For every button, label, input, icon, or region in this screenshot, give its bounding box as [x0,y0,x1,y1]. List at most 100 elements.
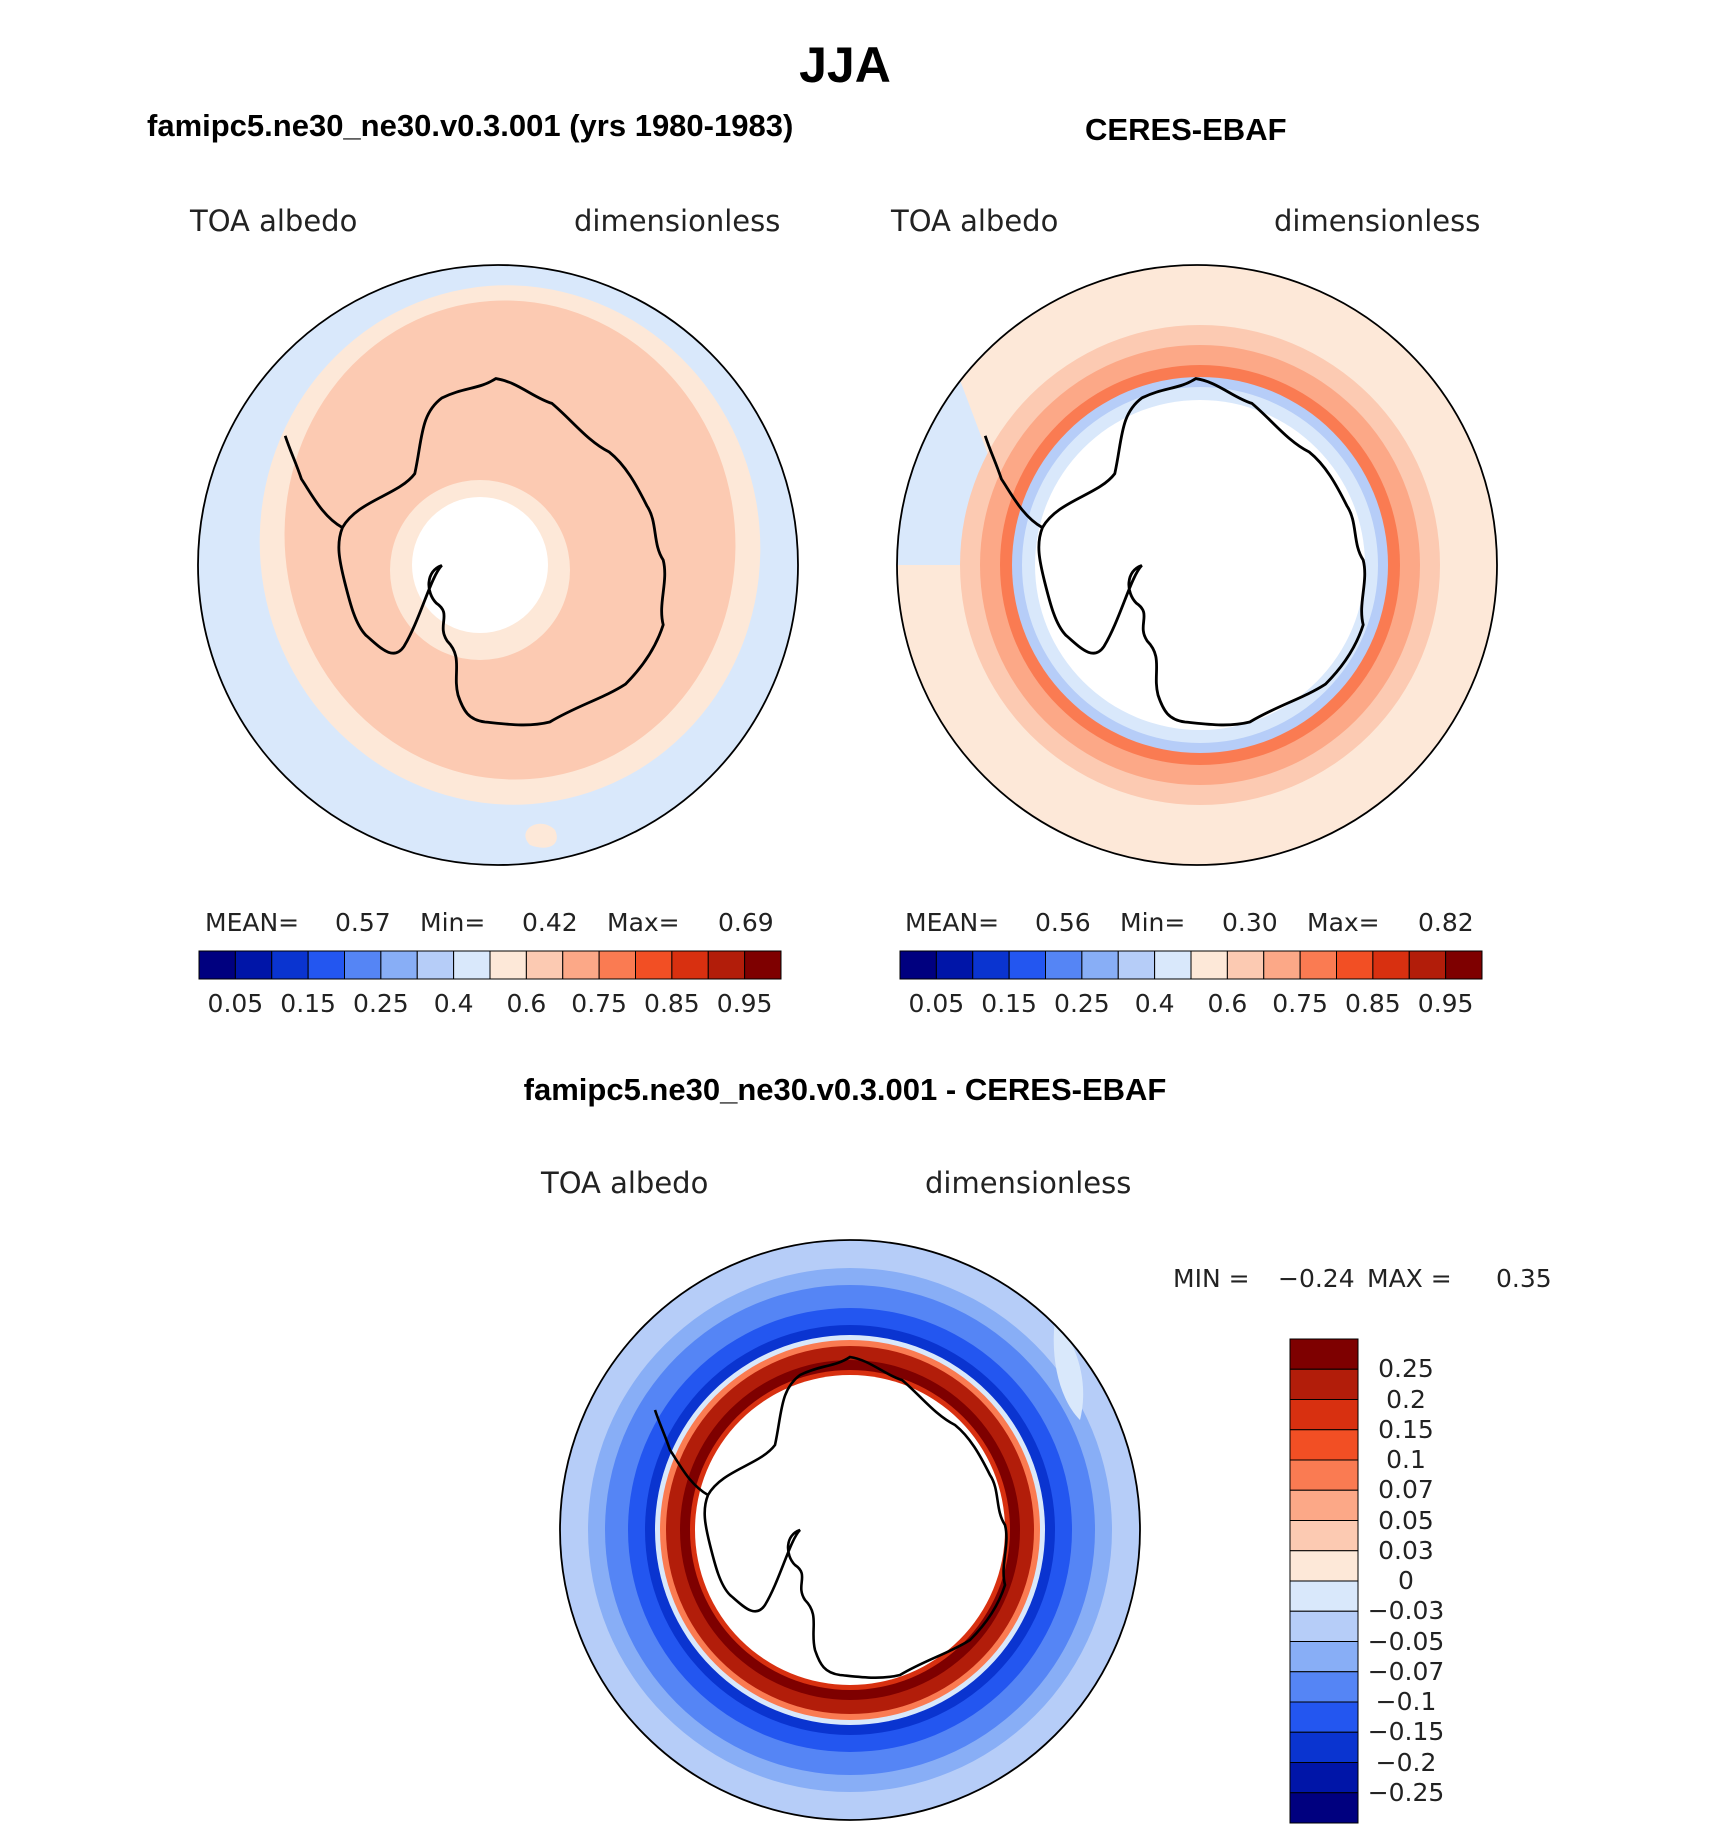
model-min-label: Min= [420,908,486,937]
diff-colorbar-tick-label: 0.1 [1386,1445,1426,1474]
model-colorbar-tick-label: 0.15 [280,989,336,1018]
model-colorbar-swatch [525,950,564,980]
obs-max-value: 0.82 [1418,908,1474,937]
model-colorbar-swatch [489,950,527,980]
diff-colorbar-tick-label: −0.2 [1375,1747,1437,1777]
diff-colorbar-tick-label: −0.25 [1367,1777,1445,1807]
obs-colorbar-swatch [899,950,937,980]
diff-colorbar-swatch [1289,1671,1359,1703]
diff-colorbar-swatch [1289,1459,1359,1491]
model-map [197,264,799,866]
diff-colorbar-swatch [1289,1580,1359,1612]
diff-colorbar-tick-label: 0.25 [1378,1354,1434,1384]
diff-colorbar-swatch [1289,1338,1359,1370]
obs-colorbar-swatch [1045,950,1083,980]
obs-colorbar-swatch [1081,950,1119,980]
obs-colorbar-swatch [935,950,974,980]
model-colorbar-swatch [671,950,709,980]
obs-min-value: 0.30 [1222,908,1278,937]
obs-colorbar-tick-label: 0.85 [1345,989,1401,1018]
obs-colorbar-tick-label: 0.05 [908,989,965,1018]
main-title: JJA [799,37,891,93]
obs-max-label: Max= [1307,908,1380,937]
model-colorbar-swatch [598,950,636,980]
diff-colorbar-tick-label: 0.2 [1386,1384,1426,1414]
diff-units-label: dimensionless [925,1166,1132,1200]
diff-colorbar-swatch [1289,1731,1359,1763]
diff-colorbar-swatch [1289,1792,1359,1824]
diff-colorbar-swatch [1289,1399,1359,1431]
model-colorbar-swatch [234,950,273,980]
model-mean-label: MEAN= [205,908,300,937]
obs-colorbar-swatch [972,950,1010,980]
obs-colorbar-swatch [1154,950,1192,980]
diff-colorbar-swatch [1289,1701,1359,1733]
obs-colorbar [899,950,1483,980]
diff-map [559,1239,1141,1821]
diff-colorbar-tick-label: 0.07 [1378,1475,1434,1505]
diff-colorbar-tick-label: −0.05 [1367,1626,1445,1656]
model-colorbar-tick-label: 0.95 [716,989,773,1018]
diff-colorbar-swatch [1289,1641,1359,1673]
obs-colorbar-swatch [1117,950,1156,980]
model-colorbar-swatch [562,950,600,980]
model-colorbar-swatch [271,950,309,980]
obs-colorbar-tick-label: 0.6 [1207,989,1248,1018]
obs-colorbar-swatch [1008,950,1046,980]
obs-colorbar-swatch [1190,950,1228,980]
diff-colorbar-swatch [1289,1368,1359,1400]
diff-colorbar-tick-label: 0 [1398,1566,1414,1595]
diff-max-label: MAX = [1367,1264,1452,1293]
model-colorbar-swatch [307,950,345,980]
model-colorbar-tick-label: 0.75 [571,989,627,1018]
diff-colorbar-swatch [1289,1520,1359,1552]
model-colorbar [198,950,782,980]
model-colorbar-tick-label: 0.4 [433,989,474,1018]
model-units-label: dimensionless [574,204,781,238]
diff-colorbar-tick-label: −0.1 [1375,1687,1437,1716]
diff-colorbar-tick-label: 0.05 [1378,1505,1434,1535]
diff-colorbar-swatch [1289,1429,1359,1461]
model-variable-label: TOA albedo [190,204,358,238]
obs-colorbar-tick-label: 0.75 [1272,989,1328,1018]
model-colorbar-tick-label: 0.85 [644,989,700,1018]
obs-colorbar-tick-label: 0.15 [981,989,1037,1018]
model-min-value: 0.42 [522,908,578,937]
obs-panel-title: CERES-EBAF [1085,112,1287,147]
model-colorbar-tick-label: 0.05 [207,989,264,1018]
model-max-label: Max= [607,908,680,937]
obs-colorbar-swatch [1445,950,1483,980]
obs-colorbar-tick-label: 0.95 [1417,989,1474,1018]
diff-colorbar-tick-label: −0.07 [1367,1656,1445,1686]
obs-variable-label: TOA albedo [891,204,1059,238]
obs-mean-label: MEAN= [905,908,1000,937]
obs-colorbar-tick-label: 0.25 [1054,989,1110,1018]
model-mean-value: 0.57 [335,908,391,937]
diff-colorbar-swatch [1289,1489,1359,1521]
obs-colorbar-swatch [1299,950,1337,980]
obs-colorbar-swatch [1372,950,1410,980]
diff-variable-label: TOA albedo [541,1166,709,1200]
model-colorbar-swatch [707,950,746,980]
obs-colorbar-swatch [1336,950,1374,980]
obs-min-label: Min= [1120,908,1186,937]
model-panel-title: famipc5.ne30_ne30.v0.3.001 (yrs 1980-198… [147,108,794,143]
model-colorbar-swatch [198,950,236,980]
diff-colorbar [1289,1338,1359,1824]
diff-colorbar-swatch [1289,1610,1359,1642]
obs-colorbar-tick-label: 0.4 [1134,989,1175,1018]
diff-colorbar-swatch [1289,1550,1359,1582]
diff-colorbar-tick-label: 0.03 [1378,1535,1434,1565]
diff-colorbar-tick-label: −0.15 [1367,1717,1445,1747]
diff-min-value: −0.24 [1278,1264,1355,1293]
diff-colorbar-swatch [1289,1762,1359,1794]
diff-max-value: 0.35 [1496,1264,1552,1293]
model-max-value: 0.69 [718,908,774,937]
model-colorbar-tick-label: 0.25 [353,989,409,1018]
obs-colorbar-swatch [1263,950,1301,980]
model-colorbar-swatch [744,950,782,980]
obs-map [896,264,1498,866]
diff-min-label: MIN = [1173,1264,1250,1293]
diff-panel-title: famipc5.ne30_ne30.v0.3.001 - CERES-EBAF [523,1072,1167,1107]
